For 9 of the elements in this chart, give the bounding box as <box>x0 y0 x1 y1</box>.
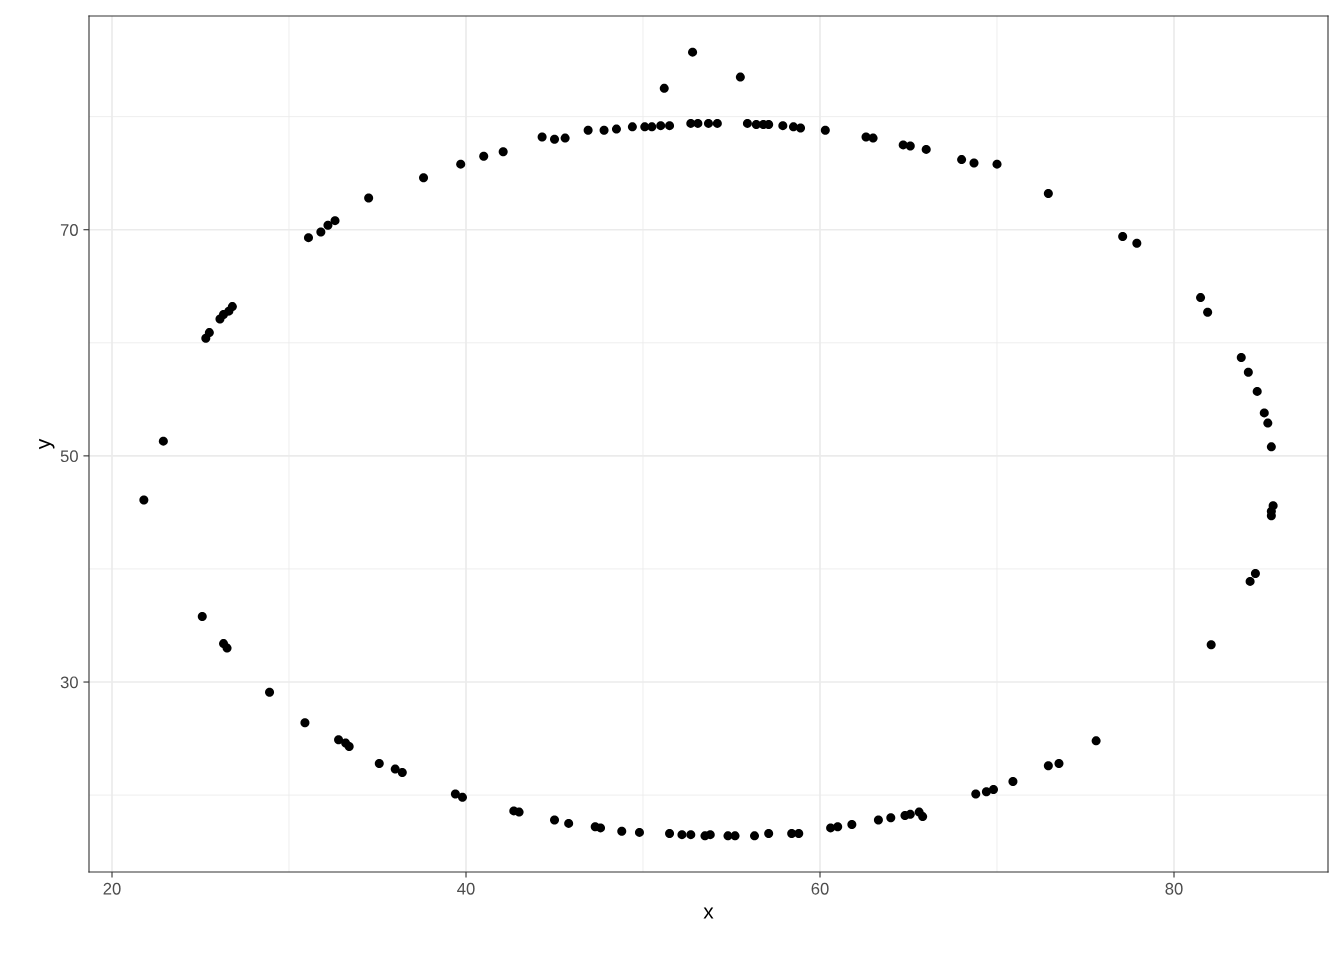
y-tick-label: 50 <box>60 450 78 463</box>
x-tick-label: 80 <box>1165 882 1183 895</box>
y-axis-title: y <box>39 438 55 450</box>
y-tick-label: 30 <box>60 676 78 689</box>
x-tick-label: 40 <box>457 882 475 895</box>
x-tick-label: 20 <box>103 882 121 895</box>
x-axis-title: x <box>703 907 714 919</box>
x-tick-label: 60 <box>811 882 829 895</box>
y-tick-label: 70 <box>60 224 78 236</box>
